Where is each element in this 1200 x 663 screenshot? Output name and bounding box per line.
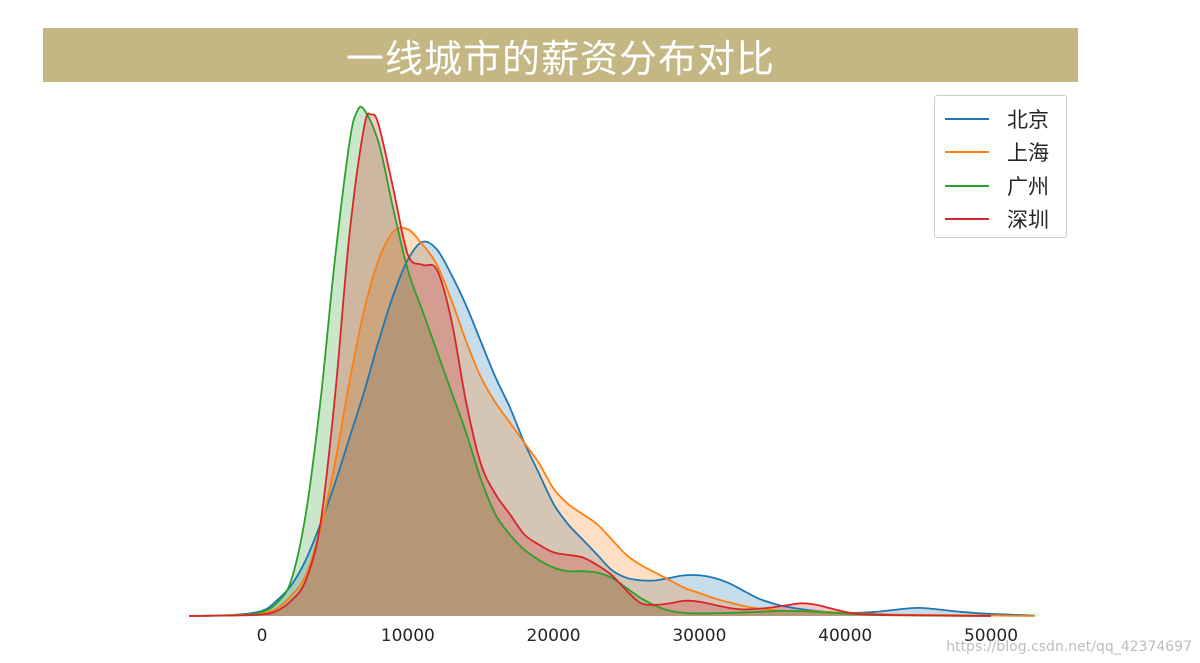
chart-title: 一线城市的薪资分布对比 — [345, 36, 775, 81]
density-lines — [189, 105, 1035, 617]
watermark-text: https://blog.csdn.net/qq_42374697 — [946, 639, 1192, 655]
legend-label-shanghai: 上海 — [1007, 141, 1049, 166]
legend-line-beijing — [945, 117, 989, 120]
legend-label-shenzhen: 深圳 — [1007, 208, 1049, 233]
density-area-beijing — [189, 241, 1035, 616]
density-areas — [189, 106, 1035, 617]
legend-line-guangzhou — [945, 184, 989, 187]
x-tick-label: 40000 — [818, 626, 872, 646]
legend-item-shenzhen: 深圳 — [945, 203, 1056, 237]
chart-title-band: 一线城市的薪资分布对比 — [43, 28, 1078, 82]
x-tick-label: 10000 — [381, 626, 435, 646]
legend-label-guangzhou: 广州 — [1007, 174, 1049, 199]
x-tick-label: 30000 — [672, 626, 726, 646]
legend-line-shenzhen — [945, 218, 989, 221]
legend-item-shanghai: 上海 — [945, 136, 1056, 170]
density-area-shenzhen — [189, 113, 992, 617]
x-tick-label: 0 — [257, 626, 268, 646]
chart-legend: 北京 上海 广州 深圳 — [934, 95, 1067, 238]
density-area-guangzhou — [189, 106, 992, 617]
density-area-shanghai — [189, 227, 1035, 617]
x-tick-label: 50000 — [964, 626, 1018, 646]
legend-item-beijing: 北京 — [945, 102, 1056, 136]
x-axis: 0 10000 20000 30000 40000 50000 — [257, 626, 1018, 646]
legend-label-beijing: 北京 — [1007, 107, 1049, 132]
legend-line-shanghai — [945, 151, 989, 154]
x-tick-label: 20000 — [527, 626, 581, 646]
density-line-guangzhou — [189, 105, 992, 617]
density-line-shenzhen — [189, 112, 992, 617]
legend-item-guangzhou: 广州 — [945, 169, 1056, 203]
